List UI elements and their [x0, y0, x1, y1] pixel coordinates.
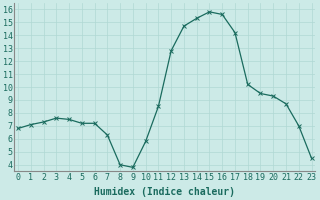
X-axis label: Humidex (Indice chaleur): Humidex (Indice chaleur)	[94, 187, 235, 197]
